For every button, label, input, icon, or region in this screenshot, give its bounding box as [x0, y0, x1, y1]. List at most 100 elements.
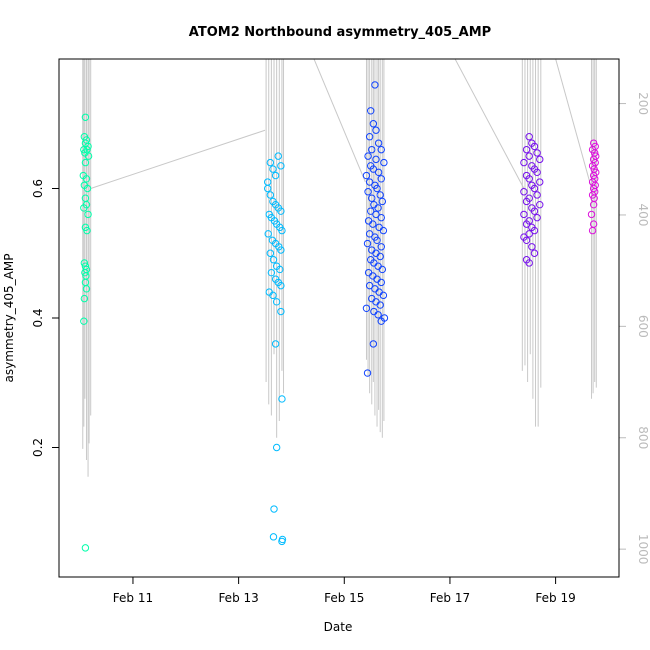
y2-tick-label: 400	[636, 204, 650, 227]
data-point	[587, 210, 596, 219]
data-point	[269, 533, 278, 541]
data-point	[266, 191, 275, 199]
data-point	[528, 243, 536, 251]
data-point	[533, 149, 541, 157]
data-point	[83, 226, 91, 235]
data-point	[263, 184, 272, 193]
data-point	[525, 175, 533, 183]
data-point	[362, 171, 371, 180]
data-point	[520, 158, 528, 167]
data-point	[530, 142, 539, 151]
data-point	[278, 226, 286, 235]
data-point	[81, 268, 89, 277]
data-point	[376, 191, 384, 199]
data-point	[277, 162, 285, 170]
chart-title: ATOM2 Northbound asymmetry_405_AMP	[189, 25, 491, 40]
connector-line	[313, 59, 366, 183]
data-point	[81, 113, 90, 121]
data-point	[82, 285, 91, 293]
data-point	[81, 158, 90, 167]
x-tick-label: Feb 15	[324, 591, 364, 605]
data-point	[380, 158, 388, 167]
data-point	[525, 152, 533, 160]
data-point	[80, 259, 89, 267]
data-point	[530, 249, 539, 257]
data-point	[536, 178, 544, 186]
data-point	[533, 168, 541, 177]
y2-tick-label: 600	[636, 315, 650, 338]
data-point	[522, 220, 531, 228]
data-point	[536, 200, 544, 209]
x-axis-label: Date	[324, 620, 353, 634]
data-point	[525, 230, 533, 238]
data-point	[374, 204, 382, 212]
data-point	[376, 301, 384, 309]
data-point	[377, 278, 385, 287]
y2-tick-label: 800	[636, 426, 650, 449]
data-point	[272, 298, 281, 306]
x-tick-label: Feb 13	[218, 591, 258, 605]
data-point	[536, 155, 544, 164]
data-point	[373, 236, 381, 245]
data-point	[372, 126, 380, 134]
data-point	[374, 139, 383, 147]
data-point	[263, 178, 272, 186]
data-point	[377, 175, 385, 183]
data-point	[533, 191, 541, 199]
data-point	[372, 155, 380, 164]
data-point	[374, 311, 382, 319]
plot-area: Feb 11 Feb 13 Feb 15 Feb 17 Feb 19 0.2 0.4 0.6 2…	[31, 59, 650, 605]
data-point	[365, 281, 374, 290]
data-point	[369, 340, 378, 348]
y2-tick-label: 200	[636, 92, 650, 115]
data-point	[363, 239, 372, 248]
data-point	[278, 535, 287, 544]
data-point	[378, 197, 387, 206]
data-point	[379, 226, 388, 235]
data-point	[530, 226, 539, 235]
x-tick-label: Feb 19	[535, 591, 575, 605]
data-point	[379, 291, 388, 300]
data-point	[84, 152, 93, 160]
data-point	[377, 145, 385, 154]
data-point	[277, 246, 285, 254]
data-point	[530, 184, 539, 193]
data-point	[269, 165, 277, 173]
data-point	[369, 165, 378, 173]
connector-line	[555, 59, 593, 189]
data-point	[377, 317, 385, 325]
data-point	[371, 81, 379, 89]
y-tick-label: 0.4	[31, 308, 45, 327]
connector-line	[454, 59, 525, 189]
data-point	[365, 133, 374, 141]
data-point	[377, 243, 385, 251]
data-point	[362, 304, 371, 312]
data-point	[277, 307, 285, 316]
data-point	[372, 210, 380, 219]
data-point	[84, 210, 92, 219]
plot-frame	[58, 58, 620, 578]
data-point	[376, 252, 384, 261]
data-point	[533, 213, 541, 222]
data-point	[520, 210, 528, 219]
data-point	[368, 194, 376, 202]
data-point	[365, 230, 374, 238]
data-point	[81, 544, 90, 552]
y-tick-label: 0.6	[31, 179, 45, 198]
data-point	[80, 317, 88, 325]
data-point	[366, 207, 375, 215]
data-point	[530, 207, 539, 215]
data-point	[374, 168, 383, 177]
data-point	[373, 184, 381, 193]
data-point	[80, 145, 88, 154]
x-tick-label: Feb 11	[113, 591, 153, 605]
data-point	[520, 188, 528, 196]
data-point	[83, 184, 92, 193]
data-point	[377, 213, 385, 222]
data-point	[525, 133, 533, 141]
y-axis-label: asymmetry_405_AMP	[2, 254, 16, 383]
data-point	[365, 178, 374, 186]
y-tick-label: 0.2	[31, 438, 45, 457]
plot-content	[79, 59, 600, 552]
